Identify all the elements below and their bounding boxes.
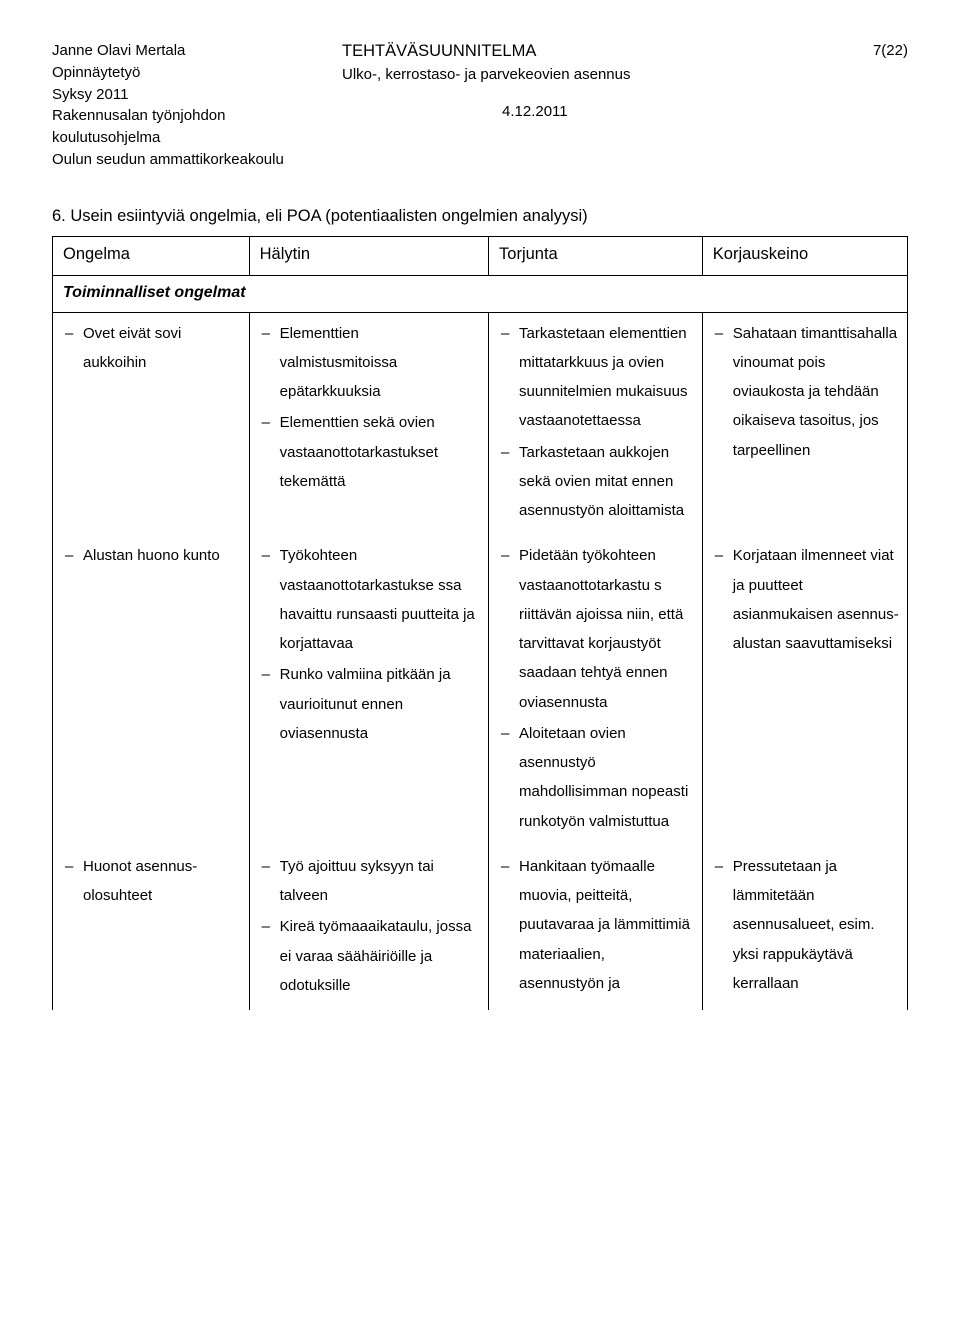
cell-torjunta: Pidetään työkohteen vastaanottotarkastu … <box>489 535 703 846</box>
col-header-halytin: Hälytin <box>249 237 488 276</box>
cell-ongelma: Alustan huono kunto <box>53 535 250 846</box>
author-name: Janne Olavi Mertala <box>52 40 332 62</box>
page-header: Janne Olavi Mertala Opinnäytetyö Syksy 2… <box>52 40 908 171</box>
table-row: Alustan huono kunto Työkohteen vastaanot… <box>53 535 908 846</box>
table-subheading-row: Toiminnalliset ongelmat <box>53 276 908 312</box>
list-item: Hankitaan työmaalle muovia, peitteitä, p… <box>497 852 694 998</box>
table-row: Ovet eivät sovi aukkoihin Elementtien va… <box>53 312 908 535</box>
cell-ongelma: Huonot asennus-olosuhteet <box>53 846 250 1010</box>
term-label: Syksy 2011 <box>52 84 332 106</box>
doc-type: TEHTÄVÄSUUNNITELMA <box>342 40 808 64</box>
cell-korjaus: Korjataan ilmenneet viat ja puutteet asi… <box>702 535 907 846</box>
list-item: Ovet eivät sovi aukkoihin <box>61 319 241 378</box>
cell-halytin: Elementtien valmistusmitoissa epätarkkuu… <box>249 312 488 535</box>
list-item: Pressutetaan ja lämmitetään asennusaluee… <box>711 852 899 998</box>
program-label: Rakennusalan työnjohdon koulutusohjelma <box>52 105 332 149</box>
list-item: Korjataan ilmenneet viat ja puutteet asi… <box>711 541 899 658</box>
table-subheading: Toiminnalliset ongelmat <box>53 276 908 312</box>
cell-halytin: Työ ajoittuu syksyyn tai talveen Kireä t… <box>249 846 488 1010</box>
cell-torjunta: Tarkastetaan elementtien mittatarkkuus j… <box>489 312 703 535</box>
table-row: Huonot asennus-olosuhteet Työ ajoittuu s… <box>53 846 908 1010</box>
list-item: Elementtien valmistusmitoissa epätarkkuu… <box>258 319 480 407</box>
list-item: Pidetään työkohteen vastaanottotarkastu … <box>497 541 694 717</box>
list-item: Aloitetaan ovien asennustyö mahdollisimm… <box>497 719 694 836</box>
cell-ongelma: Ovet eivät sovi aukkoihin <box>53 312 250 535</box>
section-heading: 6. Usein esiintyviä ongelmia, eli POA (p… <box>52 205 908 229</box>
header-left: Janne Olavi Mertala Opinnäytetyö Syksy 2… <box>52 40 332 171</box>
header-right: 7(22) <box>818 40 908 171</box>
doc-subtitle: Ulko-, kerrostaso- ja parvekeovien asenn… <box>342 64 808 86</box>
list-item: Tarkastetaan aukkojen sekä ovien mitat e… <box>497 438 694 526</box>
list-item: Alustan huono kunto <box>61 541 241 570</box>
cell-korjaus: Sahataan timanttisahalla vinoumat pois o… <box>702 312 907 535</box>
list-item: Työkohteen vastaanottotarkastukse ssa ha… <box>258 541 480 658</box>
table-header-row: Ongelma Hälytin Torjunta Korjauskeino <box>53 237 908 276</box>
doc-date: 4.12.2011 <box>342 101 808 123</box>
list-item: Tarkastetaan elementtien mittatarkkuus j… <box>497 319 694 436</box>
col-header-korjaus: Korjauskeino <box>702 237 907 276</box>
cell-halytin: Työkohteen vastaanottotarkastukse ssa ha… <box>249 535 488 846</box>
cell-korjaus: Pressutetaan ja lämmitetään asennusaluee… <box>702 846 907 1010</box>
list-item: Kireä työmaaaikataulu, jossa ei varaa sä… <box>258 912 480 1000</box>
list-item: Runko valmiina pitkään ja vaurioitunut e… <box>258 660 480 748</box>
header-center: TEHTÄVÄSUUNNITELMA Ulko-, kerrostaso- ja… <box>342 40 808 171</box>
poa-table: Ongelma Hälytin Torjunta Korjauskeino To… <box>52 236 908 1010</box>
list-item: Elementtien sekä ovien vastaanottotarkas… <box>258 408 480 496</box>
col-header-ongelma: Ongelma <box>53 237 250 276</box>
list-item: Työ ajoittuu syksyyn tai talveen <box>258 852 480 911</box>
col-header-torjunta: Torjunta <box>489 237 703 276</box>
school-label: Oulun seudun ammattikorkeakoulu <box>52 149 332 171</box>
list-item: Huonot asennus-olosuhteet <box>61 852 241 911</box>
list-item: Sahataan timanttisahalla vinoumat pois o… <box>711 319 899 465</box>
page-number: 7(22) <box>818 40 908 62</box>
cell-torjunta: Hankitaan työmaalle muovia, peitteitä, p… <box>489 846 703 1010</box>
thesis-label: Opinnäytetyö <box>52 62 332 84</box>
